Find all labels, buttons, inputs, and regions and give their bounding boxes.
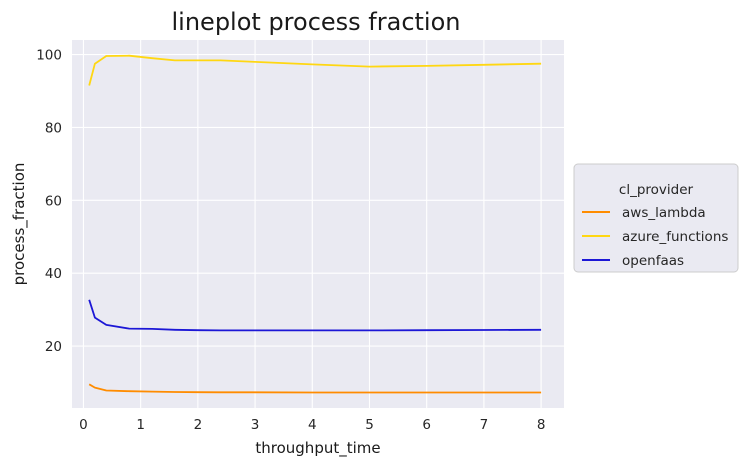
- chart-title: lineplot process fraction: [172, 8, 461, 36]
- x-tick-label: 3: [251, 417, 260, 433]
- legend-label-azure-functions: azure_functions: [622, 229, 728, 245]
- x-tick-label: 5: [365, 417, 374, 433]
- x-gridlines: [82, 40, 542, 408]
- x-tick-label: 8: [537, 417, 546, 433]
- plot-area: [72, 40, 564, 408]
- y-axis-label: process_fraction: [10, 163, 29, 286]
- series-line-azure-functions: [88, 54, 542, 86]
- y-tick-label: 40: [45, 266, 62, 282]
- x-axis-label: throughput_time: [255, 439, 380, 458]
- legend: cl_provider aws_lambda azure_functionsope…: [573, 163, 739, 273]
- x-tick-label: 2: [194, 417, 203, 433]
- series-line-openfaas: [88, 299, 542, 332]
- x-tick-labels: 0 1 2 3 4 5 6 7 8: [79, 417, 545, 433]
- y-tick-label: 20: [45, 339, 62, 355]
- series-line-aws-lambda: [88, 383, 542, 394]
- y-tick-labels: 20 40 60 80 100: [36, 48, 62, 355]
- x-tick-label: 6: [422, 417, 431, 433]
- y-gridlines: [72, 54, 564, 347]
- legend-items: aws_lambda azure_functions openfaas: [582, 205, 728, 269]
- y-tick-label: 60: [45, 193, 62, 209]
- x-tick-label: 1: [136, 417, 145, 433]
- y-tick-label: 80: [45, 120, 62, 136]
- legend-title: cl_provider: [619, 182, 694, 198]
- legend-label-openfaas: openfaas: [622, 253, 684, 269]
- x-tick-label: 4: [308, 417, 317, 433]
- x-tick-label: 0: [79, 417, 88, 433]
- y-tick-label: 100: [36, 48, 62, 64]
- legend-label-aws-lambda: aws_lambda: [622, 205, 706, 221]
- legend-box: [573, 163, 739, 273]
- series-lines: [88, 54, 542, 394]
- x-tick-label: 7: [480, 417, 489, 433]
